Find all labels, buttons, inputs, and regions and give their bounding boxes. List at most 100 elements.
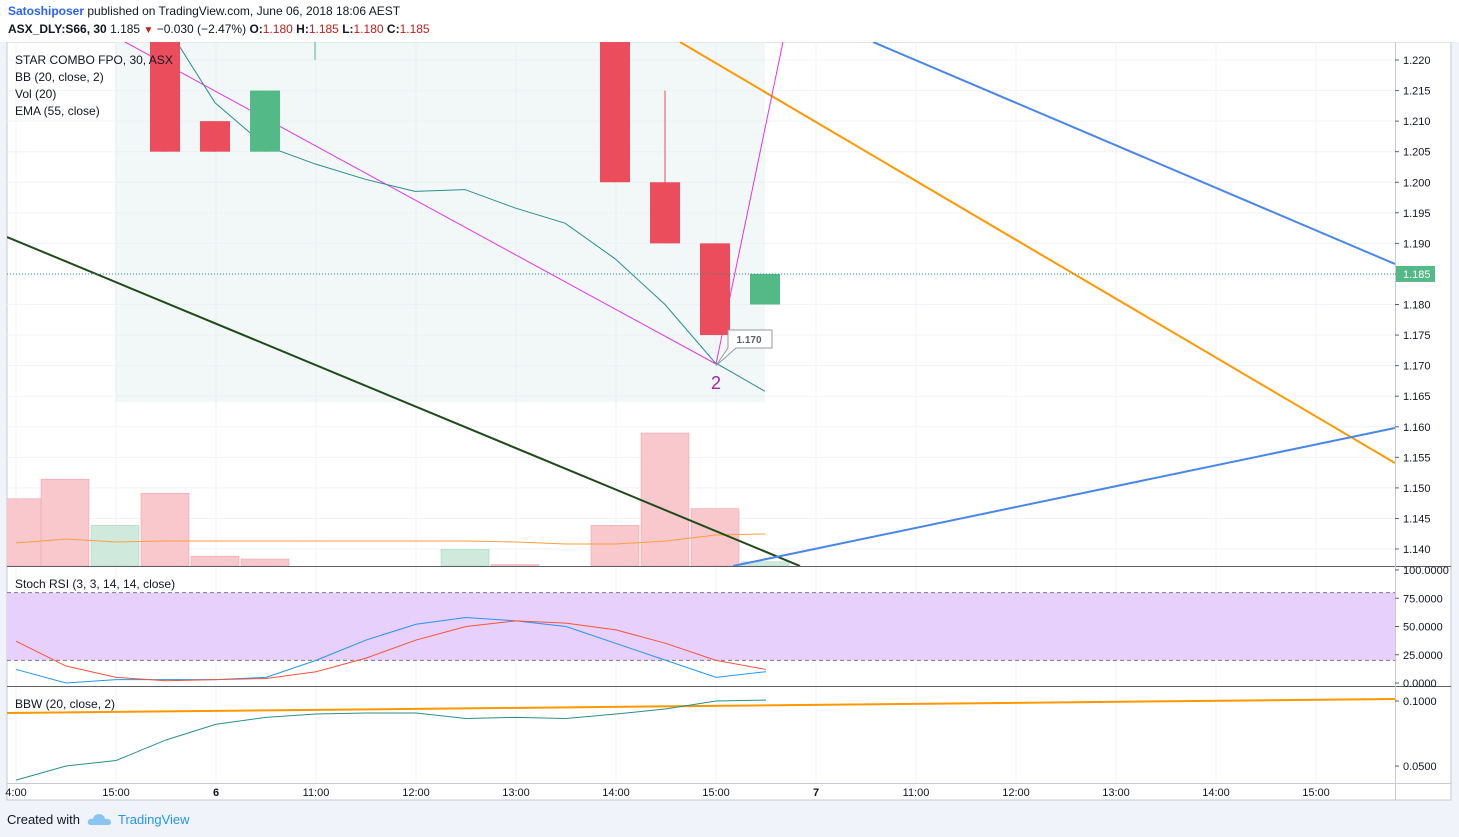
bbw-pane[interactable] — [7, 698, 1395, 781]
price-tick-label: 1.165 — [1403, 391, 1431, 403]
wave-label: 2 — [711, 373, 721, 393]
price-tick-label: 1.150 — [1403, 483, 1431, 495]
stoch-k-line — [15, 616, 767, 684]
price-tick-label: 1.210 — [1403, 116, 1431, 128]
legend: STAR COMBO FPO, 30, ASX BB (20, close, 2… — [15, 53, 175, 711]
time-tick-label: 6 — [213, 787, 219, 799]
time-tick-label: 13:00 — [502, 787, 530, 799]
stoch-rsi-pane[interactable] — [7, 592, 1395, 684]
close-label: C: — [386, 22, 400, 36]
last-price-tag — [1396, 265, 1435, 282]
price-tick-label: 1.205 — [1403, 147, 1431, 159]
last-price: 1.185 — [110, 22, 141, 36]
high-value: 1.185 — [308, 22, 339, 36]
volume-bar — [140, 492, 190, 566]
legend-ema: EMA (55, close) — [15, 104, 100, 118]
author-link[interactable]: Satoshiposer — [8, 4, 85, 18]
candle-body — [600, 42, 630, 183]
price-tick-label: 1.145 — [1403, 513, 1431, 525]
time-tick-label: 11:00 — [903, 787, 930, 799]
price-callout — [715, 329, 773, 367]
stoch-tick-label: 100.0000 — [1403, 565, 1449, 577]
candle-body — [650, 182, 680, 244]
down-arrow-icon: ▼ — [143, 25, 154, 36]
low-label: L: — [342, 22, 354, 36]
time-tick-label: 12:00 — [402, 787, 430, 799]
tradingview-cloud-icon — [87, 814, 111, 825]
price-tick-label: 1.140 — [1403, 544, 1431, 556]
footer: Created with TradingView — [0, 802, 1459, 837]
price-tick-label: 1.190 — [1403, 238, 1431, 250]
price-change: −0.030 (−2.47%) — [156, 22, 247, 36]
price-tick-label: 1.175 — [1403, 330, 1431, 342]
trendline-blue-upper — [872, 42, 1395, 265]
chart-canvas[interactable]: 1.170 2 1.220 1.215 1.210 1.205 1.200 1.195 1.1… — [0, 42, 1459, 802]
volume-bar — [90, 525, 140, 566]
bbw-trendline — [7, 698, 1395, 714]
price-tick-label: 1.180 — [1403, 300, 1431, 312]
stoch-tick-label: 0.0000 — [1403, 678, 1437, 690]
trendline-blue-lower — [732, 427, 1395, 566]
price-tick-label: 1.195 — [1403, 208, 1431, 220]
created-with-label: Created with — [7, 812, 80, 827]
time-tick-label: 4:00 — [5, 787, 26, 799]
time-tick-label: 13:00 — [1102, 787, 1130, 799]
publish-line: Satoshiposer published on TradingView.co… — [8, 4, 400, 18]
candle-body — [150, 42, 180, 152]
bbw-tick-label: 0.0500 — [1403, 761, 1437, 773]
chart-header: Satoshiposer published on TradingView.co… — [0, 0, 1459, 42]
time-tick-label: 11:00 — [303, 787, 330, 799]
time-tick-label: 15:00 — [1302, 787, 1330, 799]
open-value: 1.180 — [262, 22, 293, 36]
legend-stoch: Stoch RSI (3, 3, 14, 14, close) — [15, 577, 175, 591]
stoch-tick-label: 25.0000 — [1403, 650, 1443, 662]
ohlc-line: ASX_DLY:S66, 30 1.185 ▼ −0.030 (−2.47%) … — [8, 22, 430, 36]
symbol-label: ASX_DLY:S66, 30 — [8, 22, 107, 36]
legend-bb: BB (20, close, 2) — [15, 70, 104, 84]
time-tick-label: 15:00 — [702, 787, 730, 799]
volume-ma-line — [15, 533, 766, 545]
price-tick-label: 1.200 — [1403, 177, 1431, 189]
volume-bar — [490, 564, 540, 566]
candle-body — [700, 243, 730, 336]
legend-symbol: STAR COMBO FPO, 30, ASX — [15, 53, 173, 67]
bbw-tick-label: 0.1000 — [1403, 696, 1437, 708]
time-tick-label: 12:00 — [1002, 787, 1030, 799]
price-tick-label: 1.215 — [1403, 86, 1431, 98]
high-label: H: — [296, 22, 309, 36]
price-tick-label: 1.155 — [1403, 452, 1431, 464]
publish-info: published on TradingView.com, June 06, 2… — [87, 4, 401, 18]
trendline-dark — [7, 236, 801, 566]
axes: 1.220 1.215 1.210 1.205 1.200 1.195 1.190 1.185… — [5, 42, 1451, 800]
bbw-line — [15, 699, 767, 781]
volume-bar — [440, 548, 490, 566]
price-tick-label: 1.220 — [1403, 55, 1431, 67]
candle-body — [750, 273, 780, 305]
stoch-tick-label: 50.0000 — [1403, 622, 1443, 634]
time-tick-label: 7 — [813, 787, 819, 799]
low-value: 1.180 — [353, 22, 384, 36]
candle-body — [250, 90, 280, 152]
open-label: O: — [249, 22, 263, 36]
tradingview-link[interactable]: TradingView — [118, 812, 190, 827]
legend-vol: Vol (20) — [15, 87, 56, 101]
volume-bar — [190, 555, 240, 566]
volume-bar — [40, 478, 90, 566]
stoch-band — [7, 592, 1395, 661]
time-tick-label: 14:00 — [1202, 787, 1230, 799]
last-price-tag-label: 1.185 — [1403, 269, 1431, 281]
volume-bar — [640, 432, 690, 566]
volume-bar — [240, 558, 290, 566]
price-tick-label: 1.170 — [1403, 361, 1431, 373]
price-pane[interactable]: 1.170 2 — [0, 42, 1395, 566]
legend-bbw: BBW (20, close, 2) — [15, 697, 115, 711]
price-tick-label: 1.160 — [1403, 422, 1431, 434]
close-value: 1.185 — [399, 22, 430, 36]
volume-bar — [590, 525, 640, 566]
stoch-tick-label: 75.0000 — [1403, 593, 1443, 605]
price-callout-label: 1.170 — [736, 335, 761, 346]
time-tick-label: 14:00 — [602, 787, 630, 799]
time-tick-label: 15:00 — [102, 787, 130, 799]
trendline-orange — [679, 42, 1395, 464]
stoch-d-line — [15, 620, 767, 682]
